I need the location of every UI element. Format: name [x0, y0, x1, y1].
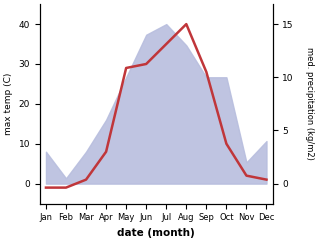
Y-axis label: max temp (C): max temp (C): [4, 73, 13, 135]
X-axis label: date (month): date (month): [117, 228, 195, 238]
Y-axis label: med. precipitation (kg/m2): med. precipitation (kg/m2): [305, 47, 314, 160]
